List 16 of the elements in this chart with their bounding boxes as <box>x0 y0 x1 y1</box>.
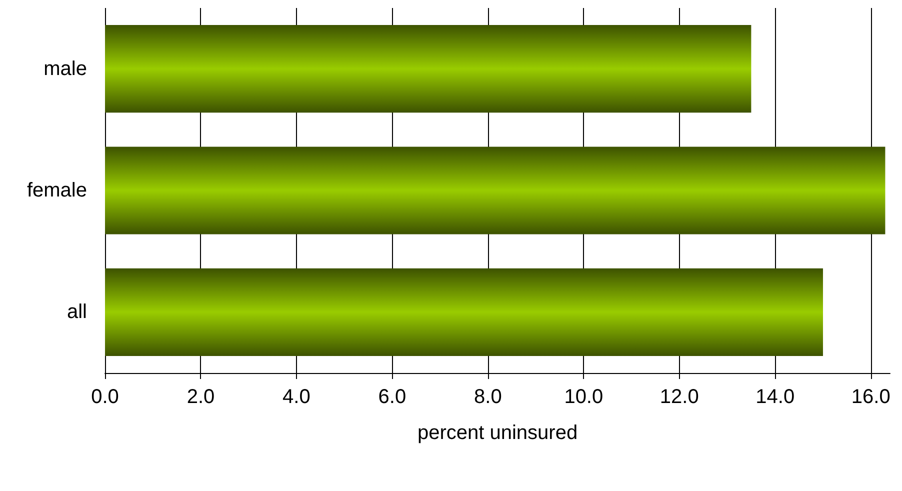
bar <box>105 25 752 113</box>
x-tick-label: 12.0 <box>660 386 699 408</box>
bar <box>105 268 823 356</box>
x-tick-label: 16.0 <box>851 386 890 408</box>
x-tick-label: 10.0 <box>564 386 604 408</box>
x-axis-title: percent uninsured <box>417 422 578 444</box>
x-tick-label: 6.0 <box>378 386 406 408</box>
y-tick-label: female <box>26 180 87 202</box>
bar <box>105 146 886 234</box>
x-tick-label: 4.0 <box>282 386 310 408</box>
x-tick-label: 14.0 <box>756 386 795 408</box>
x-tick-label: 8.0 <box>474 386 502 408</box>
y-tick-label: male <box>44 58 87 80</box>
y-tick-label: all <box>66 301 87 324</box>
x-tick-label: 0.0 <box>91 386 119 408</box>
x-tick-label: 2.0 <box>186 386 215 408</box>
